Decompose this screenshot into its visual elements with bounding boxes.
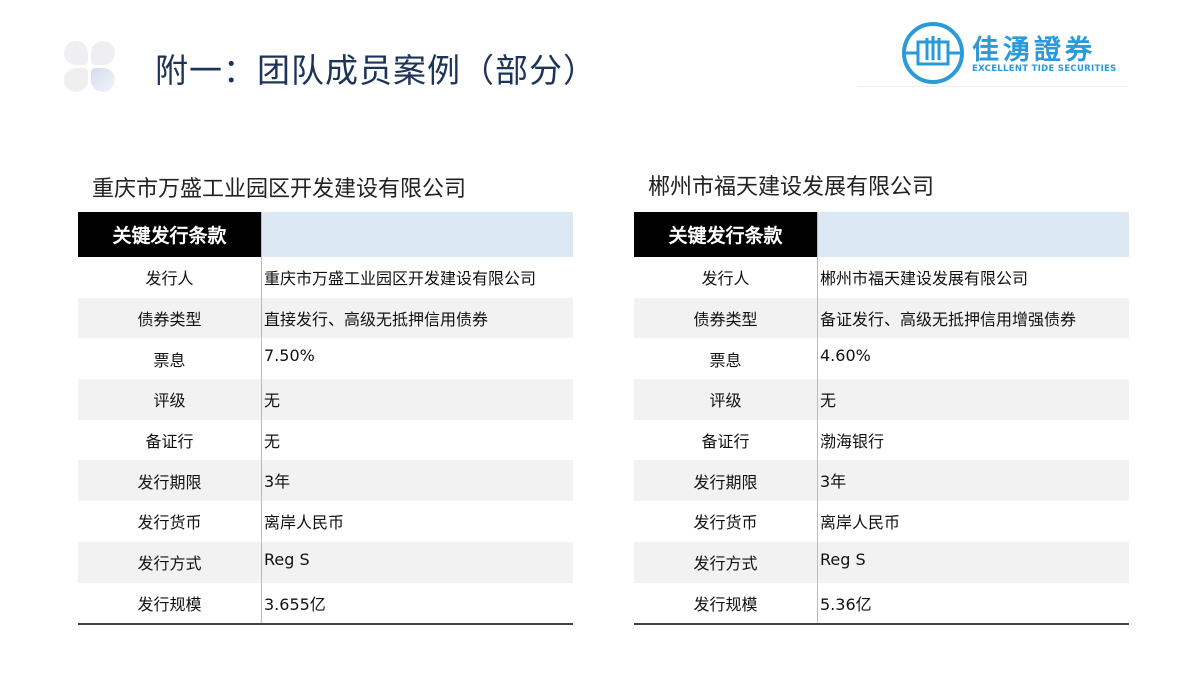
company-name-left: 重庆市万盛工业园区开发建设有限公司: [92, 177, 467, 202]
table-row: 发行人 郴州市福天建设发展有限公司: [634, 257, 1129, 298]
table-row: 发行方式 Reg S: [634, 541, 1129, 583]
table-row: 发行规模 3.655亿: [78, 582, 573, 625]
table-row: 票息 7.50%: [78, 338, 573, 380]
company-name-right: 郴州市福天建设发展有限公司: [648, 175, 935, 200]
table-row: 备证行无: [78, 419, 573, 461]
logo-english-name: EXCELLENT TIDE SECURITIES: [972, 64, 1117, 74]
table-row: 发行人 重庆市万盛工业园区开发建设有限公司: [78, 257, 573, 298]
table-row: 发行规模 5.36亿: [634, 582, 1129, 625]
table-row: 发行方式 Reg S: [78, 541, 573, 583]
terms-table-left: 关键发行条款 发行人 重庆市万盛工业园区开发建设有限公司 债券类型 直接发行、高级无…: [78, 212, 573, 626]
table-row: 发行期限 3年: [78, 460, 573, 502]
table-row: 债券类型 直接发行、高级无抵押信用债券: [78, 297, 573, 339]
company-logo: 佳湧證券 EXCELLENT TIDE SECURITIES: [900, 22, 1116, 86]
table-row: 评级无: [634, 379, 1129, 420]
page-title: 附一：团队成员案例（部分）: [155, 51, 597, 90]
terms-table-right: 关键发行条款 发行人 郴州市福天建设发展有限公司 债券类型 备证发行、高级无抵押信用…: [634, 212, 1129, 626]
logo-chinese-name: 佳湧證券: [972, 35, 1096, 66]
table-header: 关键发行条款: [78, 212, 262, 257]
table-header: 关键发行条款: [634, 212, 818, 257]
table-row: 票息 4.60%: [634, 338, 1129, 380]
table-row: 发行货币 离岸人民币: [78, 501, 573, 542]
table-row: 评级无: [78, 379, 573, 420]
table-row: 债券类型 备证发行、高级无抵押信用增强债券: [634, 297, 1129, 339]
logo-emblem-icon: [902, 22, 964, 84]
table-row: 备证行 渤海银行: [634, 419, 1129, 461]
table-row: 发行期限 3年: [634, 460, 1129, 502]
clover-decoration-icon: [64, 41, 116, 93]
logo-divider: [858, 86, 1128, 87]
table-row: 发行货币 离岸人民币: [634, 501, 1129, 542]
